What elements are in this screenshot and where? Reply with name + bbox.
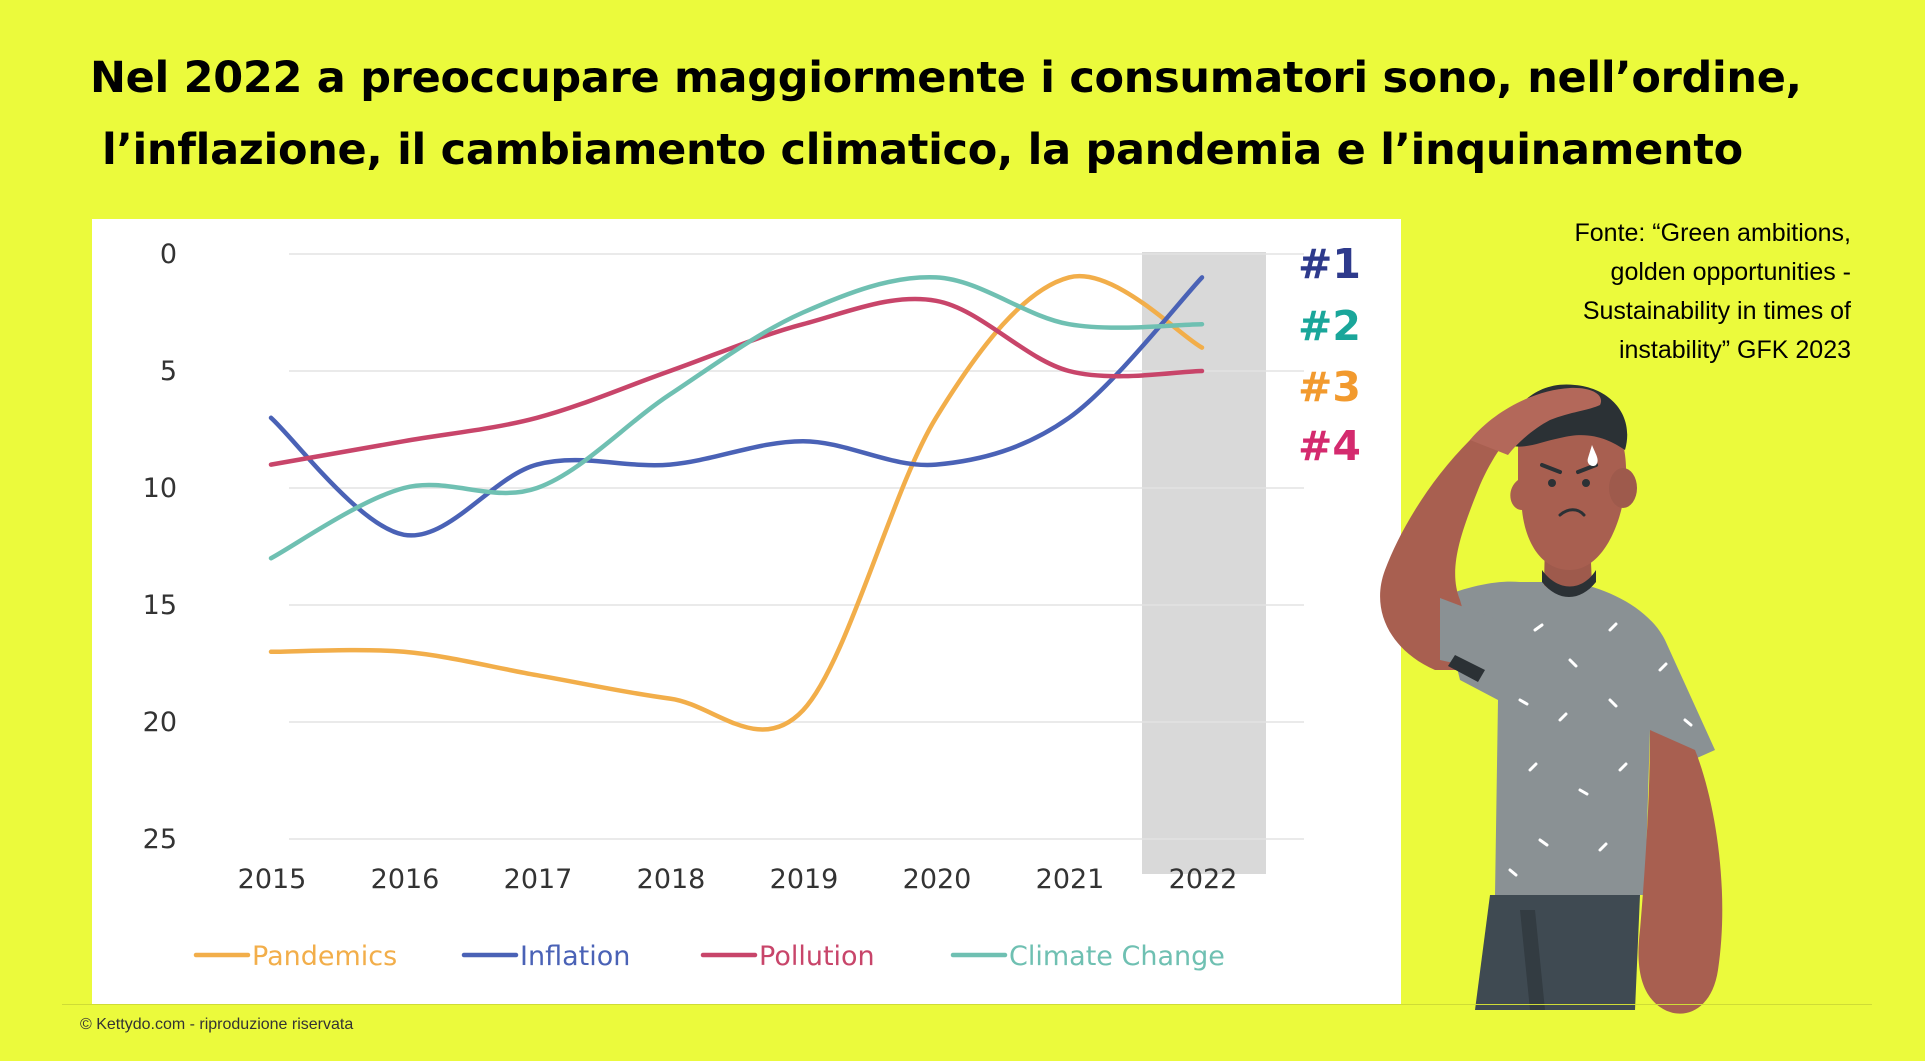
- y-tick-label-25: 25: [143, 824, 177, 855]
- rank-2-label: #2: [1298, 302, 1361, 350]
- x-tick-label-2018: 2018: [637, 864, 706, 895]
- eyebrow-right: [1576, 463, 1598, 474]
- legend-label-inflation: Inflation: [520, 941, 630, 972]
- source-line-1: Fonte: “Green ambitions,: [1574, 219, 1851, 247]
- y-tick-label-0: 0: [160, 239, 177, 270]
- eyebrow-left: [1540, 463, 1562, 474]
- rank-3-label: #3: [1298, 363, 1361, 411]
- x-tick-label-2022: 2022: [1169, 864, 1238, 895]
- source-line-4: instability” GFK 2023: [1618, 336, 1851, 364]
- source-line-3: Sustainability in times of: [1582, 297, 1851, 325]
- chart-panel: 0 5 10 15 20 25 2015 2016 2017 2018 2019 2020 2021 20…: [92, 219, 1401, 1004]
- x-tick-label-2021: 2021: [1036, 864, 1105, 895]
- page-title: Nel 2022 a preoccupare maggiormente i co…: [90, 42, 1802, 186]
- right-arm-shape: [1638, 730, 1723, 1014]
- sweat-drop-icon: [1587, 445, 1598, 467]
- highlight-band-2022: [1142, 252, 1266, 874]
- legend-label-pollution: Pollution: [759, 941, 875, 972]
- line-chart: 0 5 10 15 20 25 2015 2016 2017 2018 2019 2020 2021 20…: [143, 239, 1304, 972]
- y-tick-label-10: 10: [143, 473, 177, 504]
- rank-4-label: #4: [1298, 422, 1361, 470]
- sleeve-shape: [1440, 598, 1498, 670]
- series-line-inflation: [268, 275, 1205, 538]
- legend-label-pandemics: Pandemics: [252, 941, 397, 972]
- ear-shape: [1609, 468, 1637, 508]
- bottom-divider: [62, 1004, 1872, 1005]
- x-tick-label-2017: 2017: [504, 864, 573, 895]
- series-line-climate-change: [268, 275, 1205, 561]
- y-tick-label-15: 15: [143, 590, 177, 621]
- collar-shape: [1542, 570, 1596, 597]
- title-line-1: Nel 2022 a preoccupare maggiormente i co…: [90, 53, 1802, 103]
- jeans-shape: [1475, 895, 1640, 1010]
- worried-person-illustration: [1380, 384, 1723, 1014]
- series-line-pandemics: [268, 273, 1205, 732]
- jeans-shadow: [1520, 910, 1545, 1010]
- raised-arm-shape: [1380, 408, 1535, 670]
- source-line-2: golden opportunities -: [1610, 258, 1851, 286]
- mouth: [1558, 508, 1586, 517]
- y-tick-label-20: 20: [143, 707, 177, 738]
- y-tick-label-5: 5: [160, 356, 177, 387]
- eye-right: [1582, 479, 1590, 487]
- sleeve-shadow: [1448, 655, 1485, 682]
- x-tick-label-2015: 2015: [238, 864, 307, 895]
- x-tick-label-2016: 2016: [371, 864, 440, 895]
- x-tick-label-2019: 2019: [770, 864, 839, 895]
- legend-label-climate-change: Climate Change: [1009, 941, 1225, 972]
- shirt-pattern: [1508, 622, 1693, 877]
- rank-1-label: #1: [1298, 240, 1361, 288]
- title-line-2: l’inflazione, il cambiamento climatico, …: [102, 125, 1743, 175]
- copyright-note: © Kettydo.com - riproduzione riservata: [80, 1016, 354, 1033]
- x-tick-label-2020: 2020: [903, 864, 972, 895]
- eye-left: [1548, 479, 1556, 487]
- hand-shape: [1470, 387, 1602, 455]
- source-note: Fonte: “Green ambitions, golden opportun…: [1431, 214, 1851, 370]
- shirt-shape: [1440, 581, 1715, 895]
